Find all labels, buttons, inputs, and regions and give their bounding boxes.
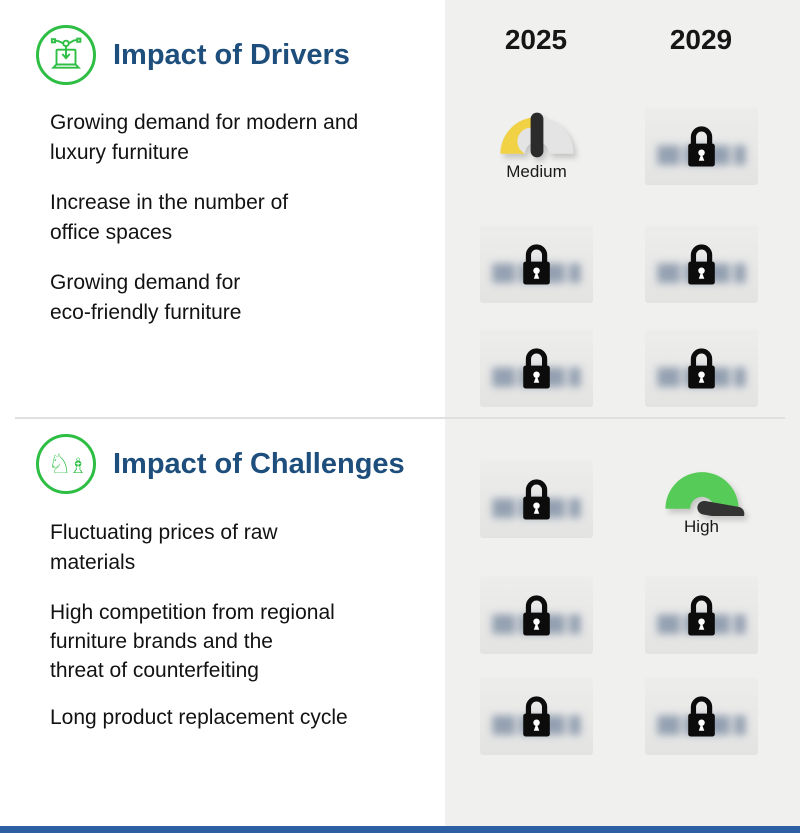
footer-bar (0, 826, 800, 833)
challenge-item: Fluctuating prices of raw materials (50, 521, 278, 574)
lock-icon (518, 693, 556, 740)
column-header-2029: 2029 (669, 24, 733, 55)
lock-icon (518, 476, 556, 523)
locked-value-cell[interactable]: ██ ████ █ (645, 677, 758, 755)
locked-value-cell[interactable]: ██ ████ █ (480, 460, 593, 538)
laptop-download-icon (50, 37, 82, 69)
locked-value-cell[interactable]: ██ ████ █ (480, 225, 593, 303)
gauge-medium-label: Medium (506, 162, 567, 181)
lock-icon (683, 693, 721, 740)
locked-value-cell[interactable]: ██ ████ █ (645, 225, 758, 303)
lock-icon (683, 592, 721, 639)
locked-value-cell[interactable]: ██ ████ █ (645, 576, 758, 654)
locked-value-cell[interactable]: ██ ████ █ (645, 329, 758, 407)
locked-value-cell[interactable]: ██ ████ █ (480, 576, 593, 654)
gauge-medium: Medium (480, 108, 593, 182)
lock-icon (518, 345, 556, 392)
gauge-high-dial (664, 472, 744, 516)
driver-item: Increase in the number of office spaces (50, 191, 289, 244)
gauge-medium-dial (499, 112, 574, 158)
lock-icon (683, 123, 721, 170)
locked-value-cell[interactable]: ██ ████ █ (480, 329, 593, 407)
lock-icon (518, 241, 556, 288)
lock-icon (683, 345, 721, 392)
locked-value-cell[interactable]: ██ ████ █ (480, 677, 593, 755)
driver-item: Growing demand for modern and luxury fur… (50, 111, 359, 164)
section-divider (15, 417, 785, 419)
driver-item: Growing demand for eco-friendly furnitur… (50, 271, 242, 324)
lock-icon (683, 241, 721, 288)
column-header-2025: 2025 (504, 24, 568, 55)
gauge-high: High (645, 463, 758, 537)
drivers-section-icon (36, 25, 96, 85)
challenge-item: High competition from regional furniture… (50, 601, 335, 682)
chess-pieces-icon: ♘♗ (47, 448, 87, 480)
drivers-section-title: Impact of Drivers (113, 39, 350, 71)
challenges-section-title: Impact of Challenges (113, 448, 405, 480)
challenges-section-icon: ♘♗ (36, 434, 96, 494)
lock-icon (518, 592, 556, 639)
challenge-item: Long product replacement cycle (50, 706, 348, 729)
gauge-high-label: High (684, 517, 719, 536)
locked-value-cell[interactable]: ██ ████ █ (645, 107, 758, 185)
